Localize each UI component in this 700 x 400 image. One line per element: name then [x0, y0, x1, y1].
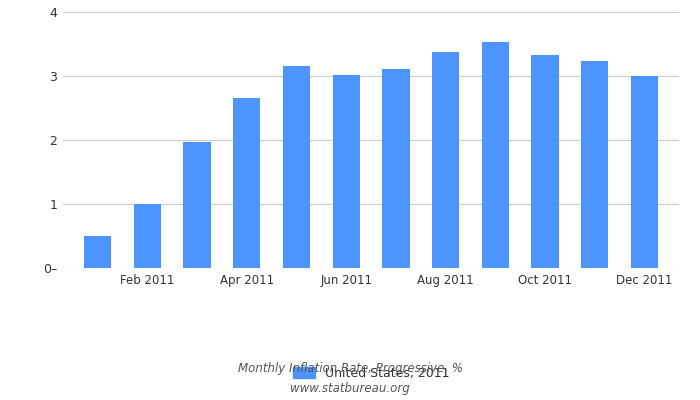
Bar [134, 204, 161, 268]
Bar [581, 61, 608, 268]
Bar [432, 52, 459, 268]
Bar [382, 69, 410, 268]
Bar [332, 75, 360, 268]
Bar [233, 98, 260, 268]
Bar [283, 66, 310, 268]
Legend: United States, 2011: United States, 2011 [288, 362, 454, 385]
Bar [531, 55, 559, 268]
Bar [482, 42, 509, 268]
Text: Monthly Inflation Rate, Progressive, %: Monthly Inflation Rate, Progressive, % [237, 362, 463, 375]
Text: www.statbureau.org: www.statbureau.org [290, 382, 410, 395]
Bar [183, 142, 211, 268]
Bar [84, 236, 111, 268]
Bar [631, 76, 658, 268]
